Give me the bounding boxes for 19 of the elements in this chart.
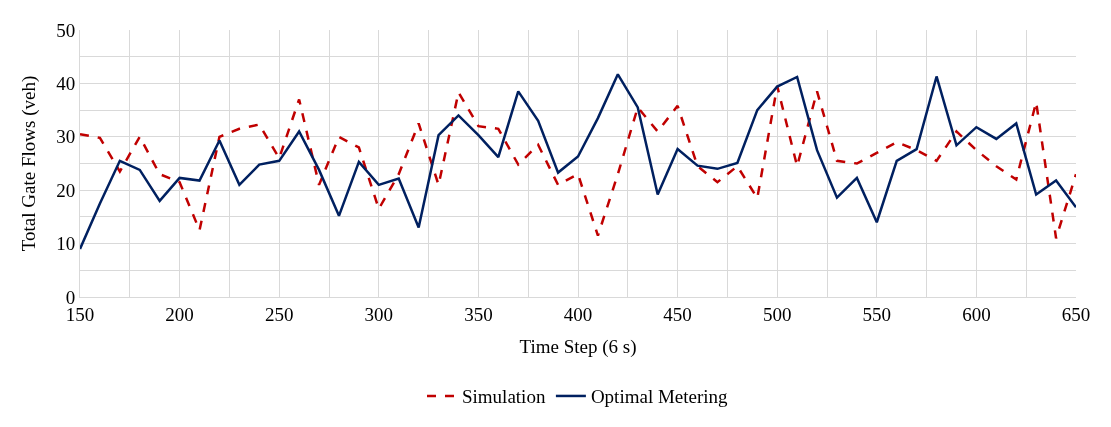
y-tick-label: 50 <box>56 19 76 41</box>
y-tick-label: 40 <box>56 73 76 95</box>
x-tick-label: 650 <box>1061 303 1091 325</box>
y-tick-label: 10 <box>56 233 76 255</box>
x-tick-label: 400 <box>563 303 593 325</box>
y-axis-title: Total Gate Flows (veh) <box>18 75 41 252</box>
x-tick-label: 600 <box>962 303 991 325</box>
x-tick-label: 300 <box>364 303 394 325</box>
x-tick-label: 200 <box>165 303 194 325</box>
x-axis-title: Time Step (6 s) <box>519 335 637 358</box>
x-tick-label: 450 <box>663 303 692 325</box>
legend-label: Simulation <box>462 386 546 408</box>
x-tick-label: 350 <box>464 303 493 325</box>
x-tick-label: 500 <box>762 303 792 325</box>
y-tick-label: 20 <box>56 179 76 201</box>
x-tick-label: 250 <box>264 303 294 325</box>
legend-label: Optimal Metering <box>590 386 729 408</box>
y-tick-label: 30 <box>56 126 76 148</box>
x-tick-label: 550 <box>862 303 892 325</box>
